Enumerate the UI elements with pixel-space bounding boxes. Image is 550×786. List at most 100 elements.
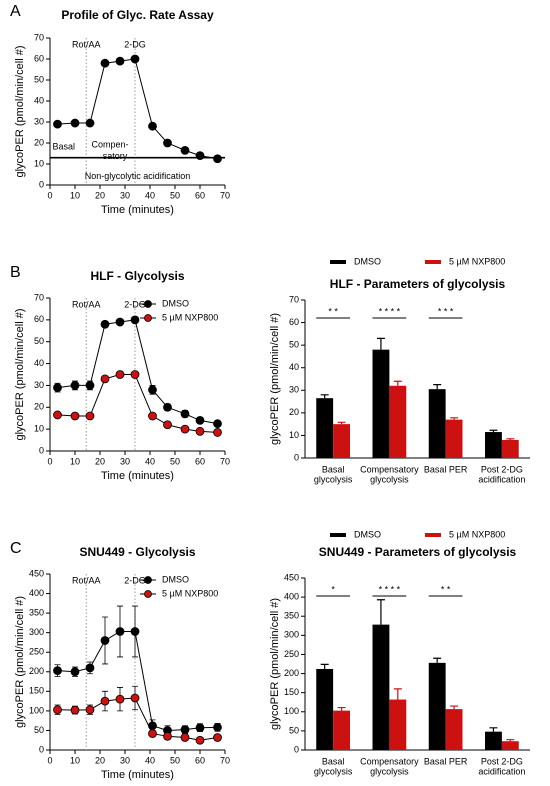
- x-tick-label: 0: [47, 190, 52, 200]
- y-tick-label: 20: [289, 407, 299, 417]
- y-tick-label: 0: [294, 744, 299, 754]
- point: [85, 705, 95, 715]
- legend-swatch: [425, 533, 441, 537]
- significance: * *: [441, 584, 451, 594]
- annotation: satory: [103, 151, 128, 161]
- annotation: Non-glycolytic acidification: [85, 171, 191, 181]
- x-tick-label: acidification: [478, 766, 525, 776]
- x-tick-label: 10: [70, 190, 80, 200]
- bar: [485, 432, 502, 458]
- x-tick-label: 50: [170, 755, 180, 765]
- annotation: Basal: [53, 142, 76, 152]
- x-tick-label: glycolysis: [314, 474, 353, 484]
- error-bar: [393, 380, 402, 386]
- point: [85, 411, 95, 421]
- legend-swatch: [330, 260, 346, 264]
- y-tick-label: 50: [289, 725, 299, 735]
- point: [70, 381, 80, 390]
- y-tick-label: 400: [284, 591, 299, 601]
- legend-label: 5 µM NXP800: [162, 312, 218, 322]
- point: [53, 705, 62, 715]
- chart-title: Profile of Glyc. Rate Assay: [61, 8, 214, 22]
- series-line: [57, 58, 218, 160]
- y-tick-label: 300: [284, 630, 299, 640]
- point: [115, 317, 125, 327]
- x-tick-label: 40: [145, 755, 155, 765]
- point: [195, 735, 205, 745]
- point: [100, 58, 110, 68]
- y-tick-label: 0: [39, 744, 44, 754]
- x-tick-label: Basal PER: [424, 464, 468, 474]
- x-tick-label: Basal: [322, 756, 345, 766]
- point: [163, 420, 172, 430]
- y-tick-label: 100: [284, 706, 299, 716]
- point: [180, 409, 190, 419]
- point: [85, 381, 95, 390]
- event-label: Rot/AA: [72, 299, 101, 309]
- y-tick-label: 450: [29, 568, 44, 578]
- y-tick-label: 400: [29, 588, 44, 598]
- significance: * * * *: [379, 584, 401, 594]
- y-tick-label: 0: [39, 445, 44, 455]
- bar: [372, 624, 390, 750]
- y-tick-label: 250: [29, 647, 44, 657]
- legend-label: 5 µM NXP800: [449, 529, 505, 539]
- point: [213, 154, 222, 164]
- y-tick-label: 60: [289, 317, 299, 327]
- point: [148, 121, 157, 131]
- series-line: [57, 630, 218, 731]
- panel-label: A: [10, 3, 21, 20]
- point: [213, 733, 222, 742]
- error-bar: [489, 727, 498, 732]
- point: [53, 410, 62, 420]
- y-tick-label: 150: [284, 687, 299, 697]
- x-tick-label: 20: [95, 456, 105, 466]
- error-bar: [433, 384, 442, 390]
- y-tick-label: 40: [289, 362, 299, 372]
- legend-swatch: [425, 260, 441, 264]
- legend-label: DMSO: [162, 574, 189, 584]
- legend-label: 5 µM NXP800: [162, 588, 218, 598]
- x-tick-label: 50: [170, 190, 180, 200]
- bar: [501, 439, 519, 458]
- x-tick-label: Basal: [322, 464, 345, 474]
- bar: [445, 709, 463, 750]
- y-tick-label: 70: [34, 292, 44, 302]
- x-axis-label: Time (minutes): [101, 769, 174, 781]
- y-tick-label: 0: [294, 452, 299, 462]
- x-tick-label: 0: [47, 456, 52, 466]
- x-tick-label: 0: [47, 755, 52, 765]
- point: [53, 119, 62, 129]
- error-bar: [320, 394, 329, 399]
- x-tick-label: 70: [220, 190, 230, 200]
- series-line: [57, 374, 218, 433]
- legend-marker: [144, 590, 152, 598]
- y-tick-label: 100: [29, 705, 44, 715]
- y-tick-label: 10: [289, 430, 299, 440]
- y-tick-label: 40: [34, 358, 44, 368]
- x-axis-label: Time (minutes): [101, 204, 174, 216]
- point: [213, 419, 222, 429]
- legend-label: DMSO: [354, 256, 381, 266]
- x-tick-label: Basal PER: [424, 756, 468, 766]
- error-bar: [433, 657, 442, 663]
- significance: *: [331, 584, 335, 594]
- error-bar: [320, 663, 329, 669]
- y-tick-label: 60: [34, 53, 44, 63]
- bar: [501, 741, 519, 750]
- error-bar: [489, 429, 498, 433]
- x-tick-label: 10: [70, 456, 80, 466]
- event-label: Rot/AA: [72, 575, 101, 585]
- x-tick-label: Compensatory: [360, 756, 419, 766]
- significance: * * *: [438, 306, 454, 316]
- point: [70, 705, 80, 715]
- panel-label: B: [10, 264, 21, 281]
- legend-swatch: [330, 533, 346, 537]
- error-bar: [450, 705, 459, 710]
- point: [163, 402, 172, 412]
- x-tick-label: glycolysis: [314, 766, 353, 776]
- point: [115, 694, 125, 704]
- bar: [333, 424, 350, 458]
- legend-marker: [144, 314, 152, 322]
